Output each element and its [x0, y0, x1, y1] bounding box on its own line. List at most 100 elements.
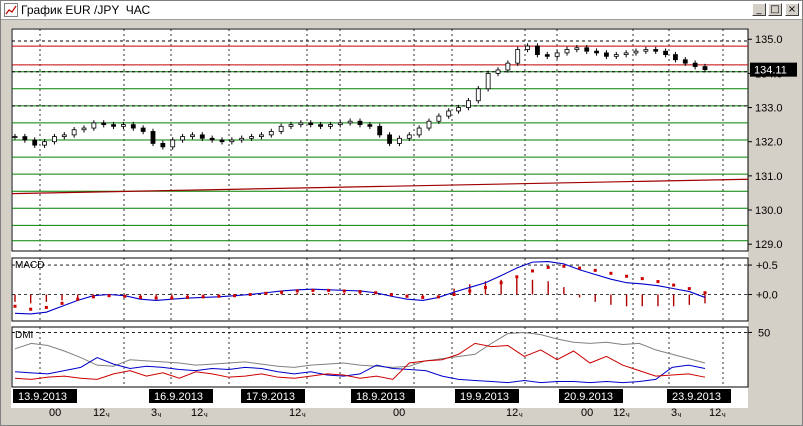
candle-body [209, 137, 215, 141]
macd-signal-dot [656, 280, 660, 284]
candle-body [12, 136, 18, 138]
candle-body [584, 47, 590, 52]
date-label: 23.9.2013 [672, 391, 721, 403]
maximize-button[interactable]: □ [768, 3, 782, 16]
dmi-adx-line [14, 331, 706, 368]
candle-body [397, 137, 402, 144]
chart-app-icon[interactable] [4, 3, 18, 17]
macd-label: MACD [15, 260, 44, 271]
candle-body [682, 59, 688, 64]
candle-body [436, 115, 442, 122]
candle-body [466, 100, 471, 108]
macd-signal-dot [91, 295, 95, 299]
date-label-box [149, 389, 213, 403]
candle-body [229, 139, 235, 143]
candle-body [278, 125, 284, 132]
dmi-label: DMI [15, 330, 33, 341]
macd-signal-dot [483, 285, 487, 289]
candle-body [475, 88, 481, 102]
macd-signal-dot [421, 295, 425, 299]
time-axis: 13.9.2013 16.9.2013 17.9.2013 18.9.2013 19.9… [13, 389, 731, 419]
macd-signal-dot [76, 297, 80, 301]
hour-label: 12 [613, 407, 625, 419]
macd-signal-dot [531, 269, 534, 273]
macd-signal-dot [201, 295, 205, 299]
candle-body [692, 62, 698, 67]
macd-signal-dot [186, 295, 189, 299]
candle-body [140, 127, 146, 132]
hour-label: 12 [289, 407, 301, 419]
candle-body [318, 124, 323, 127]
candle-body [308, 122, 314, 126]
macd-signal-dot [546, 265, 550, 269]
candle-body [544, 54, 550, 57]
candle-body [702, 66, 708, 71]
macd-signal-dot [60, 301, 64, 305]
macd-signal-dot [499, 281, 503, 285]
candle-body [190, 134, 195, 137]
candle-body [91, 122, 97, 129]
macd-pane: MACD +0.5 +0.0 [11, 257, 778, 322]
candle-body [337, 122, 343, 126]
candle-body [387, 134, 392, 144]
price-tick-label: 135.0 [755, 34, 783, 46]
trend-line [11, 178, 749, 195]
macd-signal-dot [389, 293, 393, 297]
candle-body [160, 143, 166, 148]
dmi-tick-label: 50 [758, 327, 770, 339]
macd-frame [11, 257, 749, 322]
hour-label: 12 [506, 407, 518, 419]
date-label-box [455, 389, 519, 403]
candle-body [347, 120, 353, 124]
macd-signal-dot [374, 291, 378, 295]
hour-label: 12 [191, 407, 203, 419]
candle-body [239, 137, 245, 141]
macd-signal-dot [248, 293, 252, 297]
date-label: 19.9.2013 [460, 391, 509, 403]
macd-signal-dot [13, 304, 17, 308]
date-label: 13.9.2013 [18, 391, 67, 403]
candle-body [485, 73, 491, 90]
current-price-box [750, 62, 797, 77]
macd-signal-dot [672, 283, 676, 287]
macd-signal-dot [342, 289, 346, 293]
hour-label: 12 [709, 407, 721, 419]
candle-body [52, 136, 57, 143]
minimize-icon: _ [756, 4, 762, 15]
hour-suffix: ч [626, 412, 630, 419]
date-label-box [559, 389, 623, 403]
candle-body [377, 125, 383, 136]
candle-body [268, 131, 274, 136]
hour-suffix: ч [204, 412, 208, 419]
candle-body [111, 124, 116, 127]
macd-signal-dot [29, 307, 33, 311]
macd-signal-dot [154, 296, 158, 300]
minimize-button[interactable]: _ [752, 3, 766, 16]
price-tick-label: 132.0 [755, 137, 783, 149]
candle-body [357, 120, 363, 126]
macd-signal-dot [625, 274, 629, 278]
candle-body [259, 134, 264, 137]
candle-body [406, 134, 412, 139]
macd-signal-dot [311, 288, 315, 292]
macd-signal-dot [44, 305, 48, 309]
candle-body [594, 50, 599, 54]
date-label-box [241, 389, 305, 403]
candle-body [535, 45, 540, 56]
candle-body [613, 54, 619, 57]
macd-signal-dot [405, 294, 409, 298]
candle-body [446, 110, 452, 117]
dmi-minus-line [14, 342, 706, 380]
macd-signal-dot [452, 293, 456, 297]
candle-body [515, 49, 521, 64]
date-label-box [667, 389, 731, 403]
date-label: 16.9.2013 [154, 391, 203, 403]
close-button[interactable]: × [785, 3, 799, 16]
candle-body [426, 120, 432, 129]
macd-signal-dot [280, 290, 284, 294]
macd-signal-dot [578, 266, 582, 270]
candle-body [101, 122, 107, 126]
title-bar[interactable]: График EUR /JPY ЧАС _ □ × [1, 1, 802, 20]
candle-body [456, 107, 461, 112]
